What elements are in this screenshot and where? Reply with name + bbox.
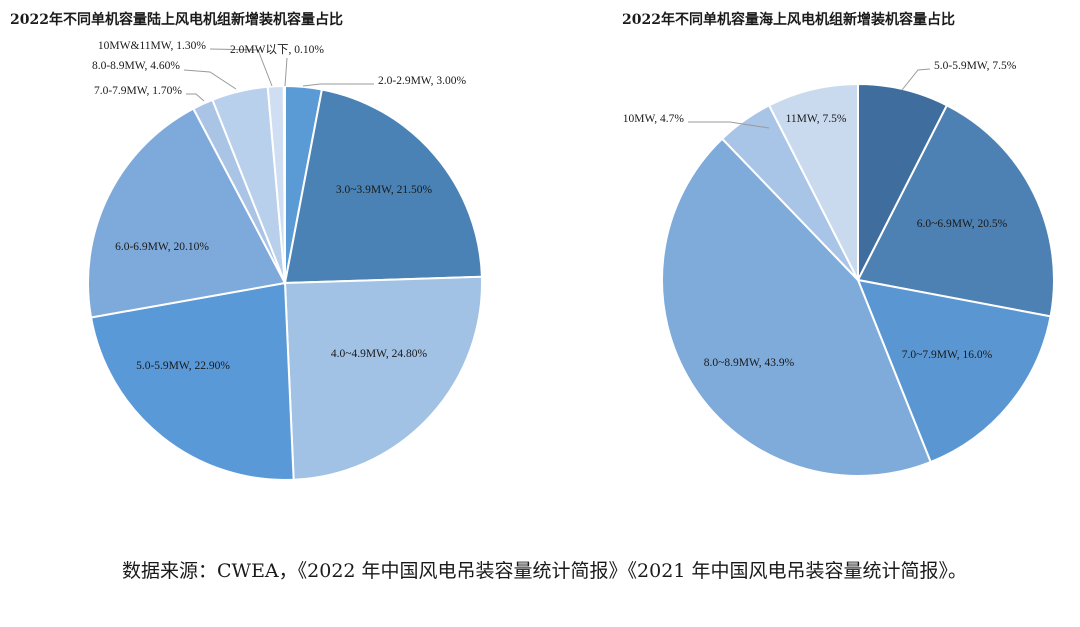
pie-slice-3-0-3-9mw — [283, 88, 483, 285]
slice-label-10mw-11mw: 10MW&11MW, 1.30% — [98, 40, 206, 52]
onshore-pie-chart: 2022年不同单机容量陆上风电机组新增装机容量占比 2.0-2.9MW, 3.0… — [10, 11, 483, 481]
onshore-chart-title: 2022年不同单机容量陆上风电机组新增装机容量占比 — [10, 11, 343, 28]
leader-line-10mw-11mw — [209, 48, 273, 87]
source-note: 数据来源：CWEA，《2022 年中国风电吊装容量统计简报》《2021 年中国风… — [122, 560, 967, 582]
pie-slice-6-0-6-9mw — [87, 107, 287, 319]
leader-line-10mw — [688, 121, 770, 129]
offshore-pie-chart: 2022年不同单机容量海上风电机组新增装机容量占比 5.0-5.9MW, 7.5… — [622, 11, 1055, 477]
slice-label-4-0-4-9mw: 4.0~4.9MW, 24.80% — [331, 348, 428, 360]
slice-label-5-0-5-9mw: 5.0-5.9MW, 7.5% — [934, 60, 1017, 72]
slice-label-8-0-8-9mw: 8.0-8.9MW, 4.60% — [92, 60, 180, 72]
slice-label-6-0-6-9mw: 6.0-6.9MW, 20.10% — [115, 241, 209, 253]
pie-slice-5-0-5-9mw — [89, 281, 295, 481]
pie-slice-7-0-7-9mw — [856, 278, 1052, 464]
slice-label-10mw: 10MW, 4.7% — [623, 113, 685, 125]
leader-line-7-0-7-9mw — [186, 93, 205, 102]
leader-line-5-0-5-9mw — [901, 68, 931, 91]
slice-label-3-0-3-9mw: 3.0~3.9MW, 21.50% — [336, 184, 433, 196]
slice-label-7-0-7-9mw: 7.0-7.9MW, 1.70% — [94, 85, 182, 97]
slice-label-6-0-6-9mw: 6.0~6.9MW, 20.5% — [917, 218, 1008, 230]
pie-slice-8-0-8-9mw — [661, 137, 932, 477]
pie-slice-6-0-6-9mw — [856, 103, 1055, 318]
pie-slice-below-2-0mw — [282, 84, 286, 284]
slice-label-below-2-0mw: 2.0MW以下, 0.10% — [230, 43, 324, 56]
slice-label-8-0-8-9mw: 8.0~8.9MW, 43.9% — [704, 357, 795, 369]
charts-canvas: 2022年不同单机容量陆上风电机组新增装机容量占比 2.0-2.9MW, 3.0… — [10, 11, 1055, 481]
slice-label-2-0-2-9mw: 2.0-2.9MW, 3.00% — [378, 75, 466, 87]
slice-label-7-0-7-9mw: 7.0~7.9MW, 16.0% — [902, 349, 993, 361]
leader-line-2-0-2-9mw — [302, 83, 374, 87]
offshore-chart-title: 2022年不同单机容量海上风电机组新增装机容量占比 — [622, 11, 955, 28]
pie-slice-4-0-4-9mw — [283, 275, 483, 481]
slice-label-11mw: 11MW, 7.5% — [786, 113, 847, 125]
slice-label-5-0-5-9mw: 5.0-5.9MW, 22.90% — [136, 360, 230, 372]
leader-line-below-2-0mw — [284, 57, 288, 87]
leader-line-8-0-8-9mw — [183, 69, 237, 90]
pie-slice-11mw — [767, 82, 859, 281]
